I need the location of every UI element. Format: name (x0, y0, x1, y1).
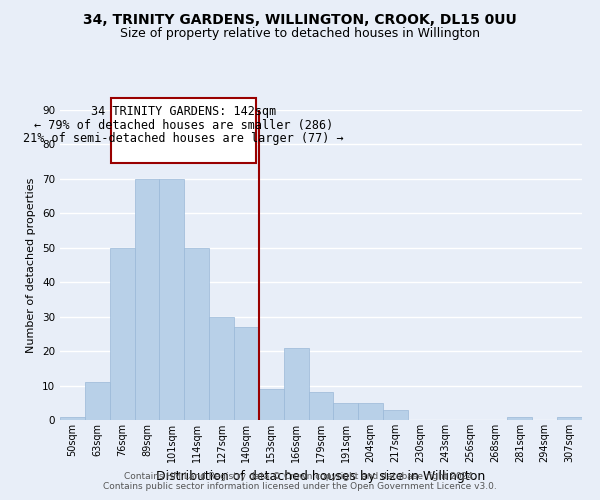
Bar (209, 316, 234, 420)
Text: 34, TRINITY GARDENS, WILLINGTON, CROOK, DL15 0UU: 34, TRINITY GARDENS, WILLINGTON, CROOK, … (83, 12, 517, 26)
Bar (85, 382, 110, 420)
Bar (110, 248, 134, 420)
Text: ← 79% of detached houses are smaller (286): ← 79% of detached houses are smaller (28… (34, 118, 333, 132)
Bar (284, 348, 308, 420)
Y-axis label: Number of detached properties: Number of detached properties (26, 178, 37, 352)
Bar (134, 179, 160, 420)
Bar (160, 179, 184, 420)
FancyBboxPatch shape (111, 98, 256, 164)
Text: 34 TRINITY GARDENS: 142sqm: 34 TRINITY GARDENS: 142sqm (91, 105, 276, 118)
Text: Contains public sector information licensed under the Open Government Licence v3: Contains public sector information licen… (103, 482, 497, 491)
Text: Contains HM Land Registry data © Crown copyright and database right 2024.: Contains HM Land Registry data © Crown c… (124, 472, 476, 481)
Bar (508, 416, 532, 420)
Bar (184, 248, 209, 420)
Bar (234, 327, 259, 420)
Bar (259, 389, 284, 420)
Bar (383, 410, 408, 420)
Bar (358, 403, 383, 420)
X-axis label: Distribution of detached houses by size in Willington: Distribution of detached houses by size … (157, 470, 485, 484)
Bar (60, 416, 85, 420)
Bar (557, 416, 582, 420)
Bar (308, 392, 334, 420)
Text: 21% of semi-detached houses are larger (77) →: 21% of semi-detached houses are larger (… (23, 132, 344, 145)
Bar (334, 403, 358, 420)
Text: Size of property relative to detached houses in Willington: Size of property relative to detached ho… (120, 28, 480, 40)
